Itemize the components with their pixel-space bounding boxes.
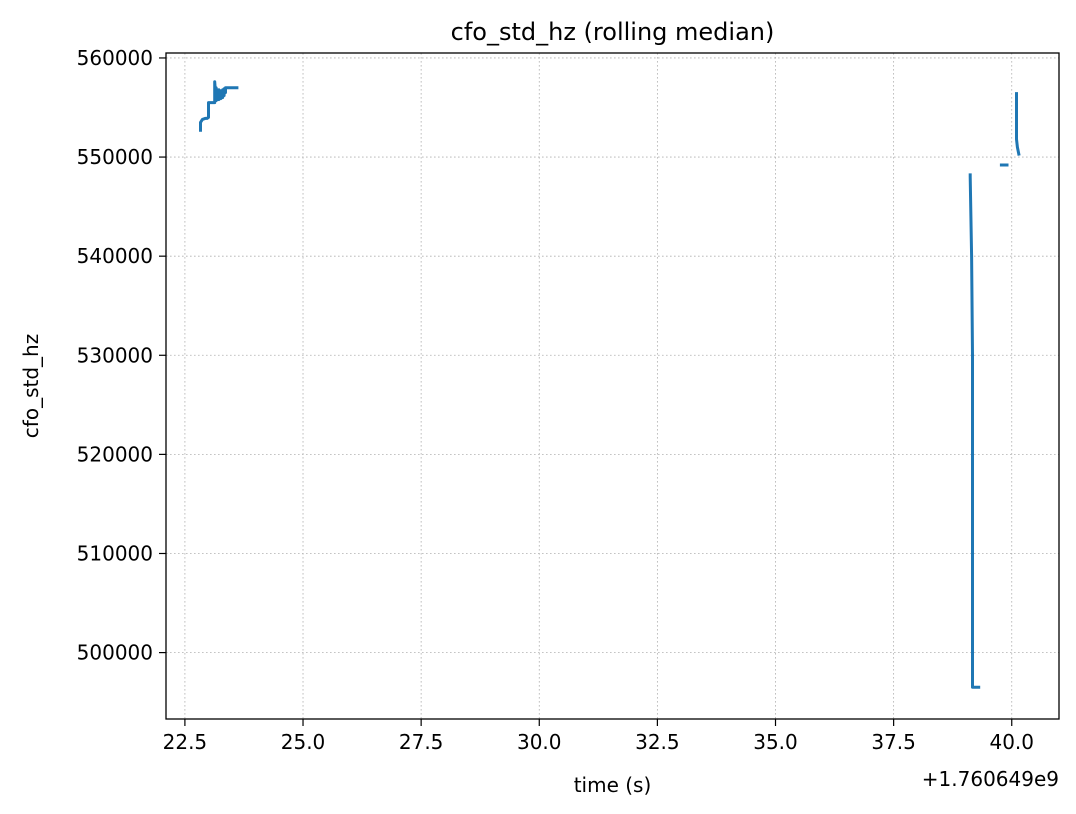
x-tick-label: 32.5: [635, 730, 680, 754]
x-tick-label: 30.0: [517, 730, 562, 754]
y-axis-label: cfo_std_hz: [19, 334, 43, 438]
x-tick-label: 22.5: [163, 730, 208, 754]
x-axis-label: time (s): [574, 773, 652, 797]
y-tick-label: 500000: [77, 641, 153, 665]
y-tick-label: 510000: [77, 541, 153, 565]
y-tick-label: 520000: [77, 442, 153, 466]
series-line-segment: [968, 173, 981, 689]
series-line-segment: [1015, 92, 1021, 156]
y-tick-label: 540000: [77, 244, 153, 268]
x-tick-label: 40.0: [989, 730, 1034, 754]
x-tick-label: 37.5: [871, 730, 916, 754]
y-tick-label: 530000: [77, 343, 153, 367]
x-tick-label: 35.0: [753, 730, 798, 754]
x-tick-label: 25.0: [281, 730, 326, 754]
grid: [166, 53, 1059, 719]
series-line-segment: [199, 80, 239, 132]
y-tick-label: 550000: [77, 145, 153, 169]
y-tick-label: 560000: [77, 46, 153, 70]
x-tick-label: 27.5: [399, 730, 444, 754]
axes-frame: [165, 52, 1060, 720]
chart-title: cfo_std_hz (rolling median): [451, 18, 775, 46]
plot-area: [199, 80, 1021, 689]
x-axis-offset-label: +1.760649e9: [922, 767, 1059, 791]
axis-ticks: 22.5 25.0 27.5 30.0 32.5 35.0 37.5 40.0 500000 51…: [77, 46, 1034, 754]
